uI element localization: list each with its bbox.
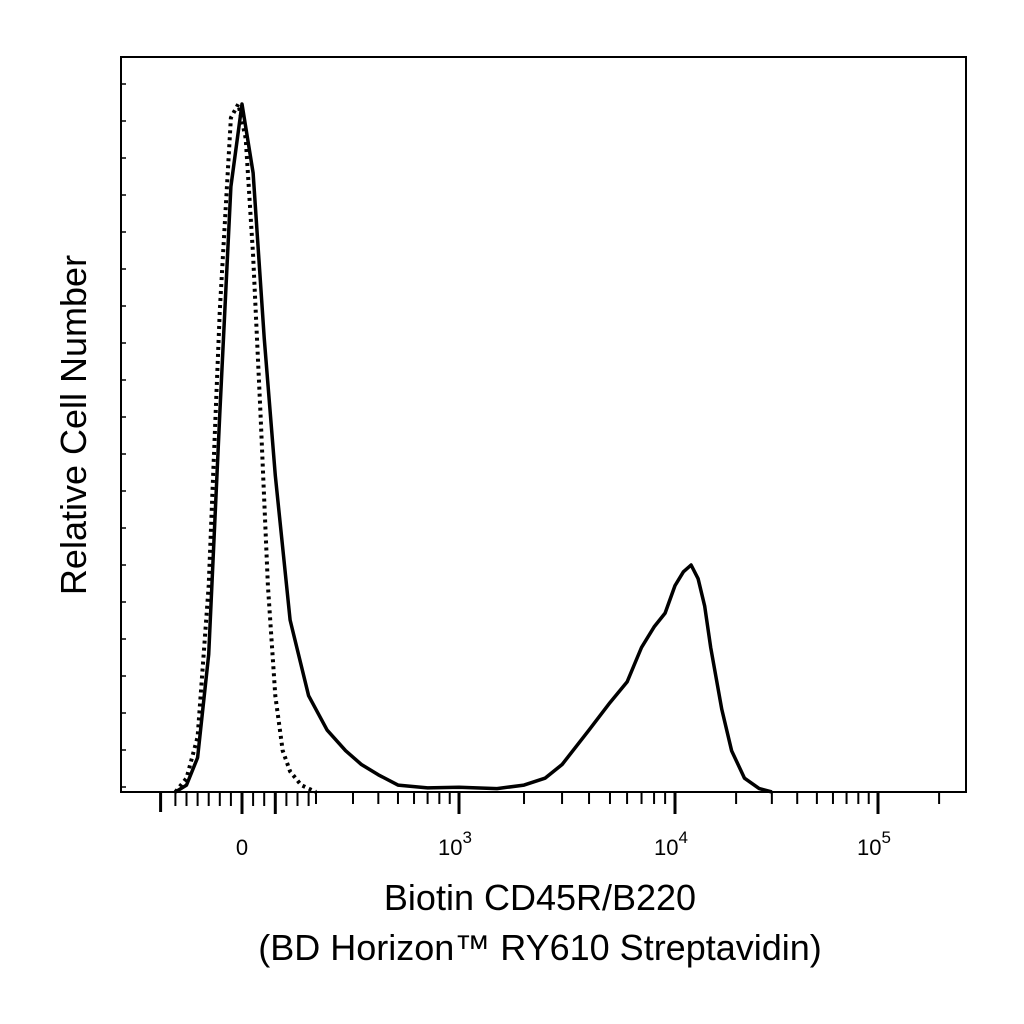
series-stained-solid-line: [174, 102, 773, 794]
x-tick-label-exponent: 3: [463, 828, 472, 847]
x-axis-ticks: [159, 792, 941, 814]
x-axis-label-line-2: (BD Horizon™ RY610 Streptavidin): [258, 927, 822, 968]
x-tick-label-base: 0: [236, 835, 248, 860]
y-axis-label: Relative Cell Number: [53, 255, 94, 595]
plot-frame: [120, 56, 967, 793]
series-layer: [173, 102, 773, 794]
y-axis-minor-ticks: [121, 83, 126, 788]
x-tick-label: 103: [438, 828, 472, 860]
x-tick-label: 104: [654, 828, 688, 860]
x-tick-label-exponent: 5: [882, 828, 891, 847]
x-tick-label-base: 10: [654, 835, 678, 860]
x-axis-tick-labels: 0 103 104 105: [236, 828, 891, 860]
x-tick-label: 0: [236, 835, 248, 860]
x-tick-label-exponent: 4: [679, 828, 688, 847]
x-tick-label: 105: [857, 828, 891, 860]
x-tick-label-base: 10: [438, 835, 462, 860]
x-axis-label-line-1: Biotin CD45R/B220: [384, 877, 696, 918]
x-tick-label-base: 10: [857, 835, 881, 860]
